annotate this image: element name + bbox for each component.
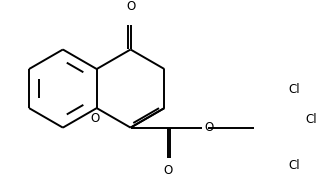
Text: Cl: Cl bbox=[288, 83, 300, 96]
Text: O: O bbox=[126, 0, 135, 13]
Text: O: O bbox=[204, 121, 213, 134]
Text: Cl: Cl bbox=[305, 113, 317, 125]
Text: O: O bbox=[91, 112, 100, 125]
Text: O: O bbox=[163, 164, 172, 177]
Text: Cl: Cl bbox=[288, 159, 300, 172]
